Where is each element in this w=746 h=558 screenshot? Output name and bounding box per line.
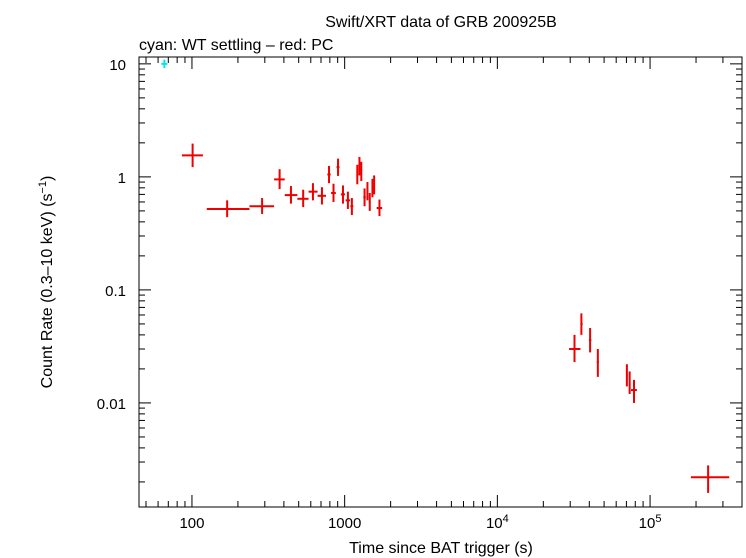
- x-tick-label-base: 10: [486, 515, 503, 532]
- y-axis-label-close: ): [39, 176, 56, 181]
- data-point: [366, 182, 369, 201]
- data-point: [371, 178, 374, 198]
- y-tick-label: 1: [118, 170, 126, 187]
- data-point: [284, 186, 298, 204]
- x-tick-label-exponent: 4: [503, 513, 509, 525]
- data-point: [336, 158, 340, 176]
- x-tick-label: 104: [486, 513, 509, 532]
- data-point: [274, 169, 285, 190]
- data-point: [206, 200, 250, 218]
- x-tick-label: 105: [639, 513, 662, 532]
- data-point: [580, 313, 583, 335]
- x-tick-label-base: 100: [179, 515, 204, 532]
- plot-frame: [138, 56, 743, 508]
- y-tick-labels: 10 1 0.1 0.01: [97, 57, 126, 413]
- axis-ticks: [139, 57, 743, 507]
- series-wt-settling: [161, 59, 168, 68]
- data-point: [625, 364, 628, 387]
- data-point: [340, 185, 345, 204]
- x-tick-label-base: 1000: [328, 515, 361, 532]
- y-tick-label: 10: [109, 57, 126, 74]
- x-tick-label-base: 10: [639, 515, 656, 532]
- data-point: [249, 198, 275, 214]
- chart-title: Swift/XRT data of GRB 200925B: [325, 14, 557, 31]
- y-axis-label-superscript: −1: [37, 181, 49, 194]
- data-point: [308, 183, 318, 201]
- data-point: [297, 189, 309, 208]
- data-point: [331, 183, 336, 202]
- series-pc: [181, 143, 730, 493]
- data-point: [360, 161, 363, 181]
- y-tick-label: 0.01: [97, 396, 126, 413]
- x-tick-label-exponent: 5: [655, 513, 661, 525]
- data-point: [373, 175, 376, 195]
- chart-subtitle: cyan: WT settling – red: PC: [139, 37, 333, 54]
- data-point: [628, 371, 631, 394]
- x-tick-labels: 100 1000 104 105: [179, 513, 661, 532]
- data-point: [317, 187, 327, 205]
- data-point: [327, 165, 331, 184]
- y-axis-label: Count Rate (0.3–10 keV) (s−1): [37, 176, 56, 389]
- x-axis-label: Time since BAT trigger (s): [349, 540, 533, 557]
- data-point: [161, 59, 168, 68]
- data-point: [363, 188, 366, 207]
- data-point: [630, 379, 637, 403]
- data-point: [181, 143, 203, 168]
- data-point: [356, 164, 359, 185]
- data-point: [376, 199, 383, 217]
- y-tick-label: 0.1: [105, 283, 126, 300]
- y-axis-label-main: Count Rate (0.3–10 keV) (s: [39, 194, 56, 389]
- data-point: [358, 156, 361, 176]
- data-point: [596, 349, 599, 377]
- x-tick-label: 1000: [328, 515, 361, 532]
- data-points: [161, 59, 730, 493]
- x-tick-label: 100: [179, 515, 204, 532]
- data-point: [588, 328, 592, 353]
- data-point: [350, 198, 354, 215]
- data-point: [368, 193, 371, 211]
- data-point: [690, 465, 730, 493]
- data-point: [569, 334, 581, 363]
- data-point: [345, 191, 351, 209]
